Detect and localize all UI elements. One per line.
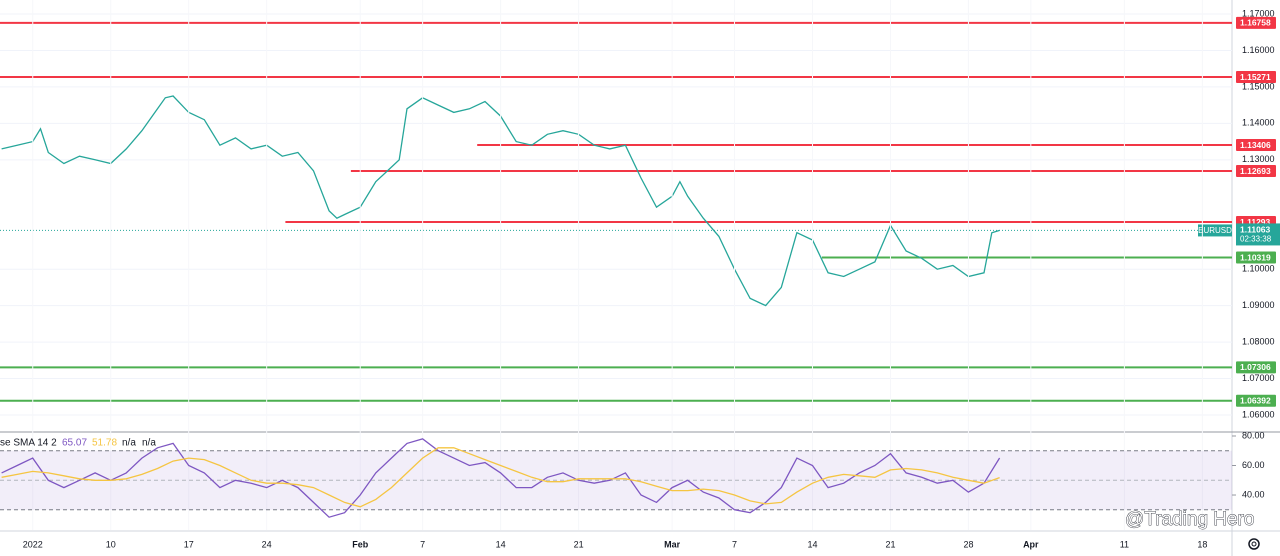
series-line [1, 447, 1000, 508]
y-tick-label: 1.16000 [1242, 45, 1275, 55]
y-tick-label: 1.17000 [1242, 8, 1275, 18]
indicator-value: 65.07 [62, 438, 87, 449]
level-label: 1.07306 [1240, 362, 1271, 372]
y-tick-label: 1.07000 [1242, 373, 1275, 383]
y-tick-label: 1.10000 [1242, 264, 1275, 274]
level-label: 1.16758 [1240, 18, 1271, 28]
x-tick-label: 2022 [23, 539, 43, 549]
level-label: 1.13406 [1240, 140, 1271, 150]
x-tick-label: 18 [1197, 539, 1207, 549]
level-label: 1.12693 [1240, 166, 1271, 176]
y-tick-label: 80.00 [1242, 430, 1265, 440]
level-label: 1.06392 [1240, 395, 1271, 405]
y-tick-label: 60.00 [1242, 460, 1265, 470]
level-tag [1236, 71, 1276, 84]
x-tick-label: 21 [885, 539, 895, 549]
x-tick-label: 14 [807, 539, 817, 549]
level-tag [1236, 394, 1276, 407]
x-tick-label: 21 [574, 539, 584, 549]
settings-icon[interactable] [1248, 538, 1260, 550]
y-tick-label: 40.00 [1242, 489, 1265, 499]
gear-center[interactable] [1251, 541, 1257, 547]
level-tag [1236, 165, 1276, 178]
level-tag [1236, 251, 1276, 264]
level-label: 1.15271 [1240, 72, 1271, 82]
x-tick-label: 17 [184, 539, 194, 549]
indicator-title: se SMA 14 2 [0, 438, 57, 449]
x-tick-label: 11 [1120, 539, 1129, 549]
level-tag [1236, 16, 1276, 29]
gear[interactable] [1248, 538, 1260, 550]
y-tick-label: 1.08000 [1242, 336, 1275, 346]
symbol-tag [1198, 224, 1232, 237]
level-tag [1236, 139, 1276, 152]
series-line [1, 438, 1001, 518]
level-tag [1236, 361, 1276, 374]
series-line [1, 95, 1000, 307]
x-tick-label: Apr [1023, 539, 1039, 549]
x-tick-label: 14 [496, 539, 506, 549]
y-tick-label: 1.15000 [1242, 81, 1275, 91]
x-tick-label: 28 [963, 539, 973, 549]
x-tick-label: Feb [352, 539, 369, 549]
x-tick-label: 24 [262, 539, 272, 549]
y-tick-label: 1.09000 [1242, 300, 1275, 310]
x-tick-label: 7 [732, 539, 737, 549]
indicator-extra: n/a [142, 438, 156, 449]
indicator-extra: n/a [122, 438, 136, 449]
y-tick-label: 1.13000 [1242, 154, 1275, 164]
price-tag [1236, 223, 1280, 246]
x-tick-label: 10 [106, 539, 116, 549]
price-label: 1.11063 [1240, 225, 1271, 235]
x-tick-label: 7 [420, 539, 425, 549]
symbol-label: EURUSD [1198, 226, 1232, 235]
level-label: 1.10319 [1240, 252, 1271, 262]
level-label: 1.11293 [1240, 217, 1271, 227]
countdown-label: 02:33:38 [1240, 235, 1272, 244]
indicator-value: 51.78 [92, 438, 117, 449]
y-tick-label: 1.06000 [1242, 409, 1275, 419]
y-tick-label: 1.14000 [1242, 118, 1275, 128]
x-tick-label: Mar [664, 539, 681, 549]
watermark: @Trading Hero [1125, 509, 1254, 530]
